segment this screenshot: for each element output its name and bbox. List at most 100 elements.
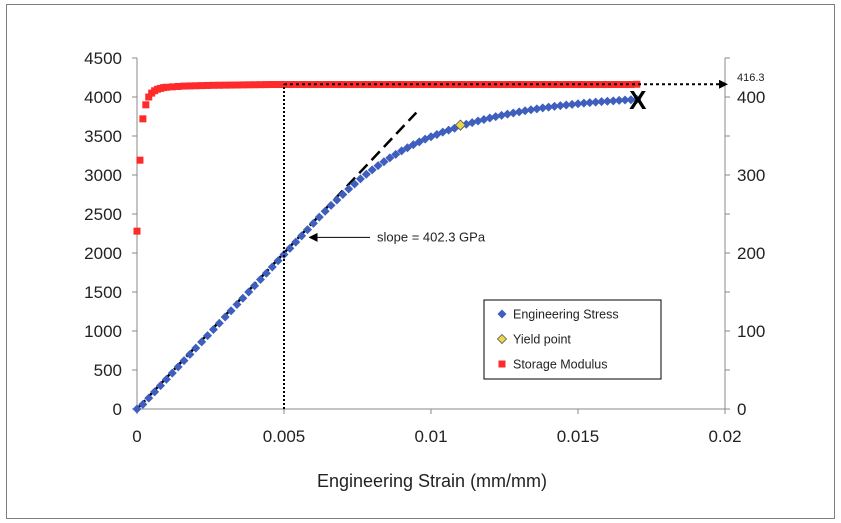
engineering-stress-point	[279, 250, 289, 260]
y-tick-label: 3500	[84, 127, 122, 146]
engineering-stress-point	[261, 268, 271, 278]
storage-modulus-point	[327, 81, 335, 89]
storage-modulus-point	[421, 81, 429, 89]
engineering-stress-point	[250, 281, 260, 291]
yield-point-marker	[454, 119, 466, 131]
storage-modulus-point	[409, 81, 417, 89]
storage-modulus-point	[136, 156, 144, 164]
storage-modulus-point	[233, 81, 241, 89]
storage-modulus-point	[374, 81, 382, 89]
storage-modulus-point	[198, 82, 206, 90]
y-tick-label: 3000	[84, 166, 122, 185]
storage-modulus-point	[321, 81, 329, 89]
storage-modulus-point	[609, 81, 617, 89]
legend-label: Yield point	[513, 333, 571, 347]
storage-modulus-point	[239, 81, 247, 89]
storage-modulus-point	[298, 81, 306, 89]
storage-modulus-point	[221, 81, 229, 89]
legend-marker	[497, 309, 507, 319]
engineering-stress-point	[303, 225, 313, 235]
engineering-stress-point	[526, 105, 536, 115]
storage-modulus-point	[145, 93, 153, 101]
storage-modulus-point	[227, 81, 235, 89]
y-tick-label: 1000	[84, 322, 122, 341]
engineering-stress-point	[579, 98, 589, 108]
storage-modulus-point	[621, 81, 629, 89]
engineering-stress-point	[332, 195, 342, 205]
annotations: X 416.3 slope = 402.3 GPa	[283, 72, 765, 409]
storage-modulus-point	[615, 81, 623, 89]
engineering-stress-point	[544, 102, 554, 112]
engineering-stress-point	[532, 104, 542, 114]
storage-modulus-point	[204, 81, 212, 89]
y-tick-label: 4000	[84, 88, 122, 107]
fracture-marker: X	[629, 85, 647, 115]
x-tick-label: 0.01	[414, 427, 447, 446]
storage-modulus-point	[333, 81, 341, 89]
engineering-stress-point	[244, 287, 254, 297]
engineering-stress-point	[314, 212, 324, 222]
storage-modulus-point	[368, 81, 376, 89]
engineering-stress-point	[214, 318, 224, 328]
storage-modulus-point	[362, 81, 370, 89]
storage-modulus-point	[209, 81, 217, 89]
engineering-stress-point	[573, 99, 583, 109]
engineering-stress-point	[614, 95, 624, 105]
x-axis-title: Engineering Strain (mm/mm)	[317, 471, 547, 491]
storage-modulus-point	[309, 81, 317, 89]
engineering-stress-point	[197, 337, 207, 347]
engineering-stress-point	[514, 107, 524, 117]
y-tick-label: 1500	[84, 283, 122, 302]
y2-tick-label: 200	[737, 244, 765, 263]
engineering-stress-point	[232, 299, 242, 309]
storage-modulus-point	[186, 82, 194, 90]
storage-modulus-point	[133, 227, 141, 235]
engineering-stress-point	[179, 356, 189, 366]
y-tick-label: 2000	[84, 244, 122, 263]
engineering-stress-point	[308, 218, 318, 228]
engineering-stress-point	[538, 103, 548, 113]
engineering-stress-point	[626, 95, 636, 105]
y2-tick-label: 300	[737, 166, 765, 185]
storage-modulus-point	[398, 81, 406, 89]
engineering-stress-point	[502, 109, 512, 119]
engineering-stress-point	[391, 149, 401, 159]
engineering-stress-point	[561, 100, 571, 110]
storage-modulus-point	[403, 81, 411, 89]
y2-tick-label: 0	[737, 400, 746, 419]
engineering-stress-point	[620, 95, 630, 105]
engineering-stress-point	[355, 174, 365, 184]
series-yield-point	[454, 119, 466, 131]
engineering-stress-point	[344, 184, 354, 194]
x-tick-label: 0.005	[263, 427, 306, 446]
engineering-stress-point	[291, 237, 301, 247]
engineering-stress-point	[173, 362, 183, 372]
storage-modulus-point	[262, 81, 270, 89]
storage-modulus-point	[351, 81, 359, 89]
engineering-stress-point	[138, 399, 148, 409]
engineering-stress-point	[255, 275, 265, 285]
storage-modulus-point	[627, 81, 635, 89]
engineering-stress-point	[491, 112, 501, 122]
engineering-stress-point	[397, 146, 407, 156]
engineering-stress-point	[150, 387, 160, 397]
y-tick-label: 4500	[84, 49, 122, 68]
engineering-stress-point	[508, 108, 518, 118]
storage-modulus-point	[192, 82, 200, 90]
series-engineering-stress	[132, 94, 642, 414]
engineering-stress-point	[320, 206, 330, 216]
engineering-stress-point	[226, 306, 236, 316]
storage-modulus-point	[592, 81, 600, 89]
legend-label: Engineering Stress	[513, 308, 619, 322]
storage-modulus-point	[268, 81, 276, 89]
engineering-stress-point	[156, 381, 166, 391]
engineering-stress-point	[144, 393, 154, 403]
legend: Engineering Stress Yield point Storage Mod…	[483, 299, 662, 380]
legend-box	[483, 299, 662, 380]
engineering-stress-point	[549, 101, 559, 111]
engineering-stress-point	[238, 293, 248, 303]
engineering-stress-point	[191, 343, 201, 353]
storage-modulus-point	[292, 81, 300, 89]
engineering-stress-point	[632, 94, 642, 104]
